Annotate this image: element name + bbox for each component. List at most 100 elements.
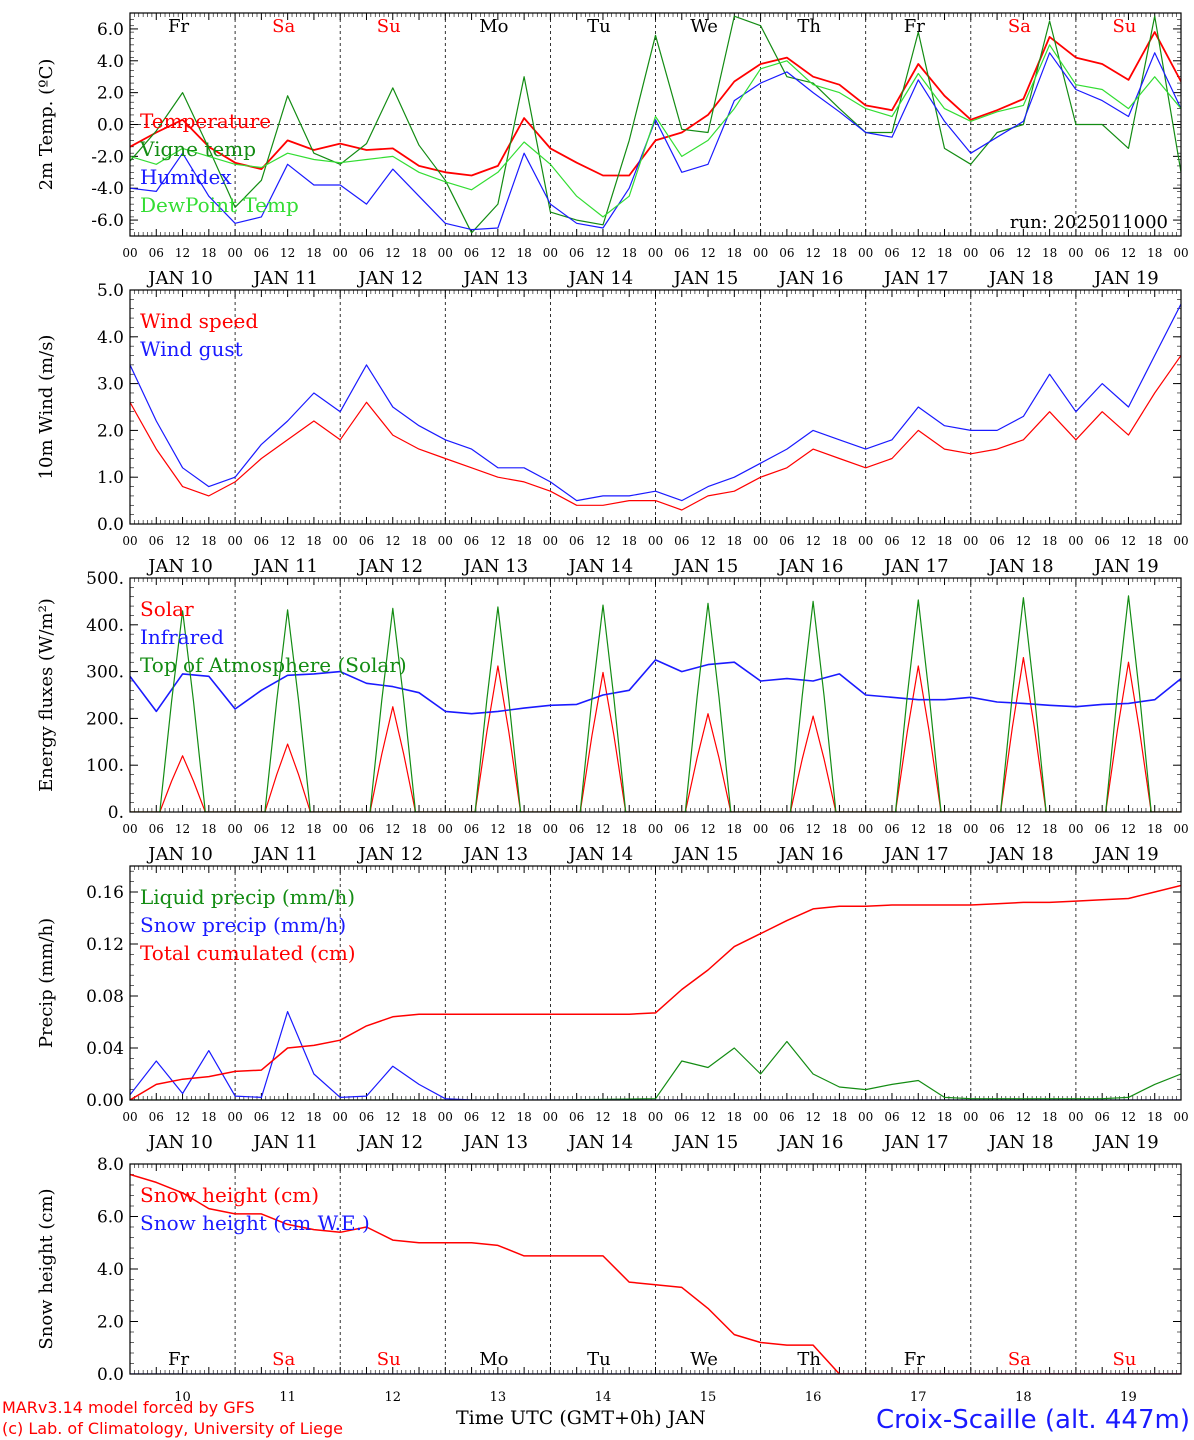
hour-tick-label: 00: [543, 1110, 558, 1124]
hour-tick-label: 12: [280, 534, 295, 548]
hour-tick-label: 00: [543, 822, 558, 836]
hour-tick-label: 06: [149, 246, 164, 260]
hour-tick-label: 06: [149, 1110, 164, 1124]
hour-tick-label: 06: [884, 1110, 899, 1124]
series-group: [130, 595, 1181, 812]
footer: MARv3.14 model forced by GFS (c) Lab. of…: [2, 1398, 1190, 1438]
y-tick-label: 200.: [86, 709, 124, 729]
hour-tick-label: 00: [438, 246, 453, 260]
hour-tick-label: 18: [516, 534, 531, 548]
day-number-label: 17: [910, 1390, 927, 1405]
hour-tick-label: 12: [385, 246, 400, 260]
hour-tick-label: 06: [149, 822, 164, 836]
day-label: JAN 10: [146, 1132, 213, 1153]
hour-tick-label: 12: [175, 1110, 190, 1124]
hour-tick-label: 12: [700, 534, 715, 548]
hour-tick-label: 00: [963, 1110, 978, 1124]
legend-entry: Wind speed: [140, 309, 258, 333]
hour-tick-label: 06: [674, 534, 689, 548]
day-label: JAN 19: [1092, 268, 1159, 289]
hour-tick-label: 06: [884, 822, 899, 836]
hour-tick-label: 00: [333, 534, 348, 548]
hour-tick-label: 12: [911, 1110, 926, 1124]
legend-entry: Liquid precip (mm/h): [140, 885, 355, 909]
hour-tick-label: 06: [359, 534, 374, 548]
legend-entry: Wind gust: [140, 337, 243, 361]
hour-tick-label: 12: [175, 822, 190, 836]
series-group: [130, 1173, 1181, 1374]
hour-tick-label: 12: [595, 822, 610, 836]
day-label: JAN 14: [567, 556, 634, 577]
y-tick-label: -4.0: [91, 179, 124, 199]
weekday-label: Mo: [479, 1349, 508, 1370]
hour-tick-label: 00: [753, 534, 768, 548]
y-axis-label: 2m Temp. (ºC): [36, 59, 57, 191]
day-number-label: 12: [384, 1390, 401, 1405]
hour-tick-label: 00: [753, 1110, 768, 1124]
legend-entry: Humidex: [140, 165, 232, 189]
hour-tick-label: 06: [779, 1110, 794, 1124]
series-group: [130, 303, 1181, 511]
day-label: JAN 17: [882, 268, 949, 289]
day-number-label: 13: [490, 1390, 507, 1405]
hour-tick-label: 06: [1095, 822, 1110, 836]
hour-tick-label: 18: [516, 246, 531, 260]
series-top-of-atmosphere-solar: [130, 595, 1181, 812]
hour-tick-label: 06: [359, 822, 374, 836]
hour-tick-label: 12: [700, 822, 715, 836]
weekday-label: Mo: [479, 16, 508, 37]
hour-tick-label: 18: [937, 1110, 952, 1124]
weekday-label: Sa: [1008, 1349, 1031, 1370]
hour-tick-label: 06: [254, 246, 269, 260]
legend-entry: Snow height (cm): [140, 1183, 319, 1207]
weekday-label: Su: [377, 1349, 401, 1370]
hour-tick-label: 12: [280, 822, 295, 836]
day-label: JAN 19: [1092, 556, 1159, 577]
hour-tick-label: 18: [832, 246, 847, 260]
series-vigne-temp: [130, 15, 1181, 234]
legend-entry: Snow precip (mm/h): [140, 913, 346, 937]
y-tick-label: 4.0: [97, 328, 124, 348]
hour-tick-label: 12: [490, 1110, 505, 1124]
hour-tick-label: 18: [201, 1110, 216, 1124]
hour-tick-label: 18: [201, 534, 216, 548]
y-tick-label: 1.0: [97, 468, 124, 488]
hour-tick-label: 18: [1147, 822, 1162, 836]
hour-tick-label: 12: [1121, 246, 1136, 260]
day-label: JAN 19: [1092, 1132, 1159, 1153]
hour-tick-label: 06: [464, 1110, 479, 1124]
panel-snow: 0.0 2.0 4.0 6.0 8.0 Snow height (cm) Snow heig…: [36, 1155, 1182, 1405]
day-label: JAN 13: [462, 1132, 529, 1153]
hour-tick-label: 18: [1147, 1110, 1162, 1124]
day-number-label: 14: [595, 1390, 612, 1405]
hour-tick-label: 06: [254, 822, 269, 836]
hour-tick-label: 12: [280, 1110, 295, 1124]
day-label: JAN 18: [987, 1132, 1054, 1153]
hour-tick-label: 06: [464, 246, 479, 260]
y-tick-label: 0.04: [86, 1039, 124, 1059]
hour-tick-label: 12: [595, 246, 610, 260]
hour-tick-label: 18: [622, 1110, 637, 1124]
day-label: JAN 18: [987, 844, 1054, 865]
hour-tick-label: 18: [622, 822, 637, 836]
hour-tick-label: 12: [490, 822, 505, 836]
hour-tick-label: 18: [832, 1110, 847, 1124]
series-snow-height-cm: [130, 1173, 1181, 1374]
hour-tick-label: 18: [516, 822, 531, 836]
hour-tick-label: 06: [674, 246, 689, 260]
series-total-cumulated-cm: [130, 884, 1181, 1100]
day-label: JAN 14: [567, 1132, 634, 1153]
day-label: JAN 11: [251, 268, 318, 289]
hour-tick-label: 00: [753, 246, 768, 260]
y-tick-label: 5.0: [97, 281, 124, 301]
day-label: JAN 16: [777, 1132, 844, 1153]
hour-tick-label: 00: [858, 1110, 873, 1124]
hour-tick-label: 12: [175, 534, 190, 548]
plot-frame: [129, 1163, 1182, 1375]
day-label: JAN 16: [777, 556, 844, 577]
hour-tick-label: 12: [490, 534, 505, 548]
series-humidex: [130, 52, 1181, 231]
weekday-label: We: [690, 1349, 718, 1370]
y-tick-label: 0.0: [97, 515, 124, 535]
y-axis-label: Energy fluxes (W/m²): [36, 598, 57, 792]
